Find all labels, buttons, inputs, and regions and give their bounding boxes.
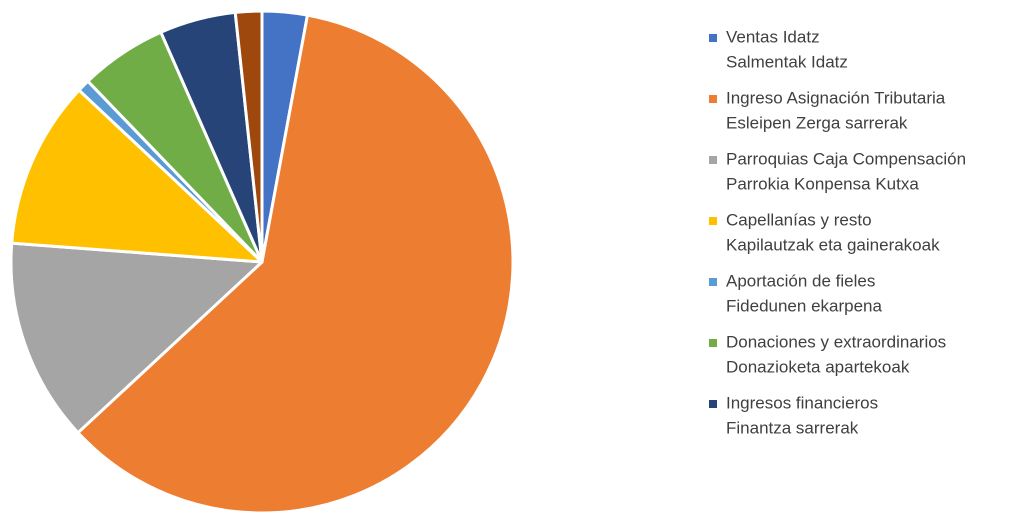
pie-slice: [76, 13, 515, 515]
legend-label: Ingreso Asignación Tributaria: [726, 88, 946, 107]
legend-label: Esleipen Zerga sarrerak: [726, 113, 908, 132]
legend-label: Kapilautzak eta gainerakoak: [726, 235, 940, 254]
legend-swatch: [709, 278, 717, 286]
legend-swatch: [709, 339, 717, 347]
legend-swatch: [709, 34, 717, 42]
legend-label: Donaciones y extraordinarios: [726, 332, 946, 351]
legend-label: Fidedunen ekarpena: [726, 296, 883, 315]
legend-swatch: [709, 400, 717, 408]
legend-swatch: [709, 95, 717, 103]
legend-label: Ingresos financieros: [726, 393, 878, 412]
pie-slice: [9, 241, 264, 435]
legend-label: Salmentak Idatz: [726, 52, 848, 71]
legend-label: Capellanías y resto: [726, 210, 872, 229]
pie-slice: [10, 88, 264, 264]
pie-slice: [233, 9, 264, 264]
legend-label: Aportación de fieles: [726, 271, 875, 290]
legend-swatch: [709, 156, 717, 164]
legend-label: Finantza sarrerak: [726, 418, 859, 437]
legend-label: Parroquias Caja Compensación: [726, 149, 966, 168]
legend-label: Parrokia Konpensa Kutxa: [726, 174, 919, 193]
legend-swatch: [709, 217, 717, 225]
legend-label: Ventas Idatz: [726, 27, 820, 46]
legend-label: Donazioketa apartekoak: [726, 357, 910, 376]
